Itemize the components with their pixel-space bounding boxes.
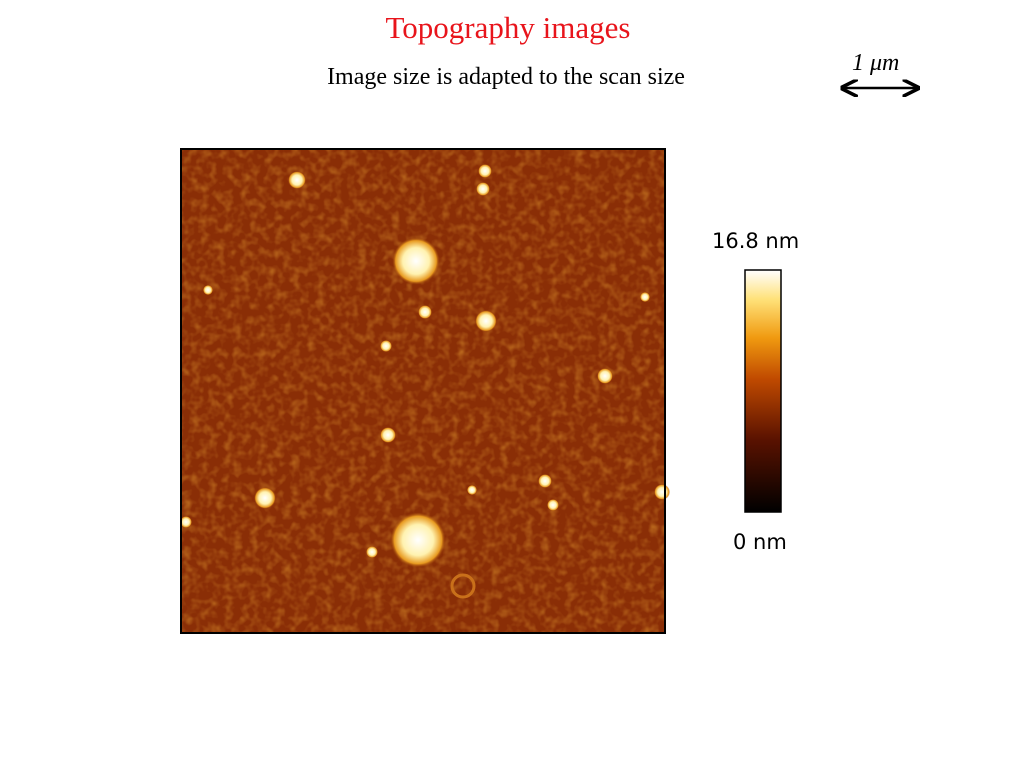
scale-bar-label: 1 μm bbox=[852, 50, 900, 76]
slide-title: Topography images bbox=[385, 10, 631, 45]
slide-subtitle: Image size is adapted to the scan size bbox=[327, 64, 685, 90]
afm-image bbox=[180, 148, 670, 634]
colorbar bbox=[744, 269, 782, 513]
colorbar-max-label: 16.8 nm bbox=[712, 229, 800, 253]
colorbar-min-label: 0 nm bbox=[733, 530, 787, 554]
